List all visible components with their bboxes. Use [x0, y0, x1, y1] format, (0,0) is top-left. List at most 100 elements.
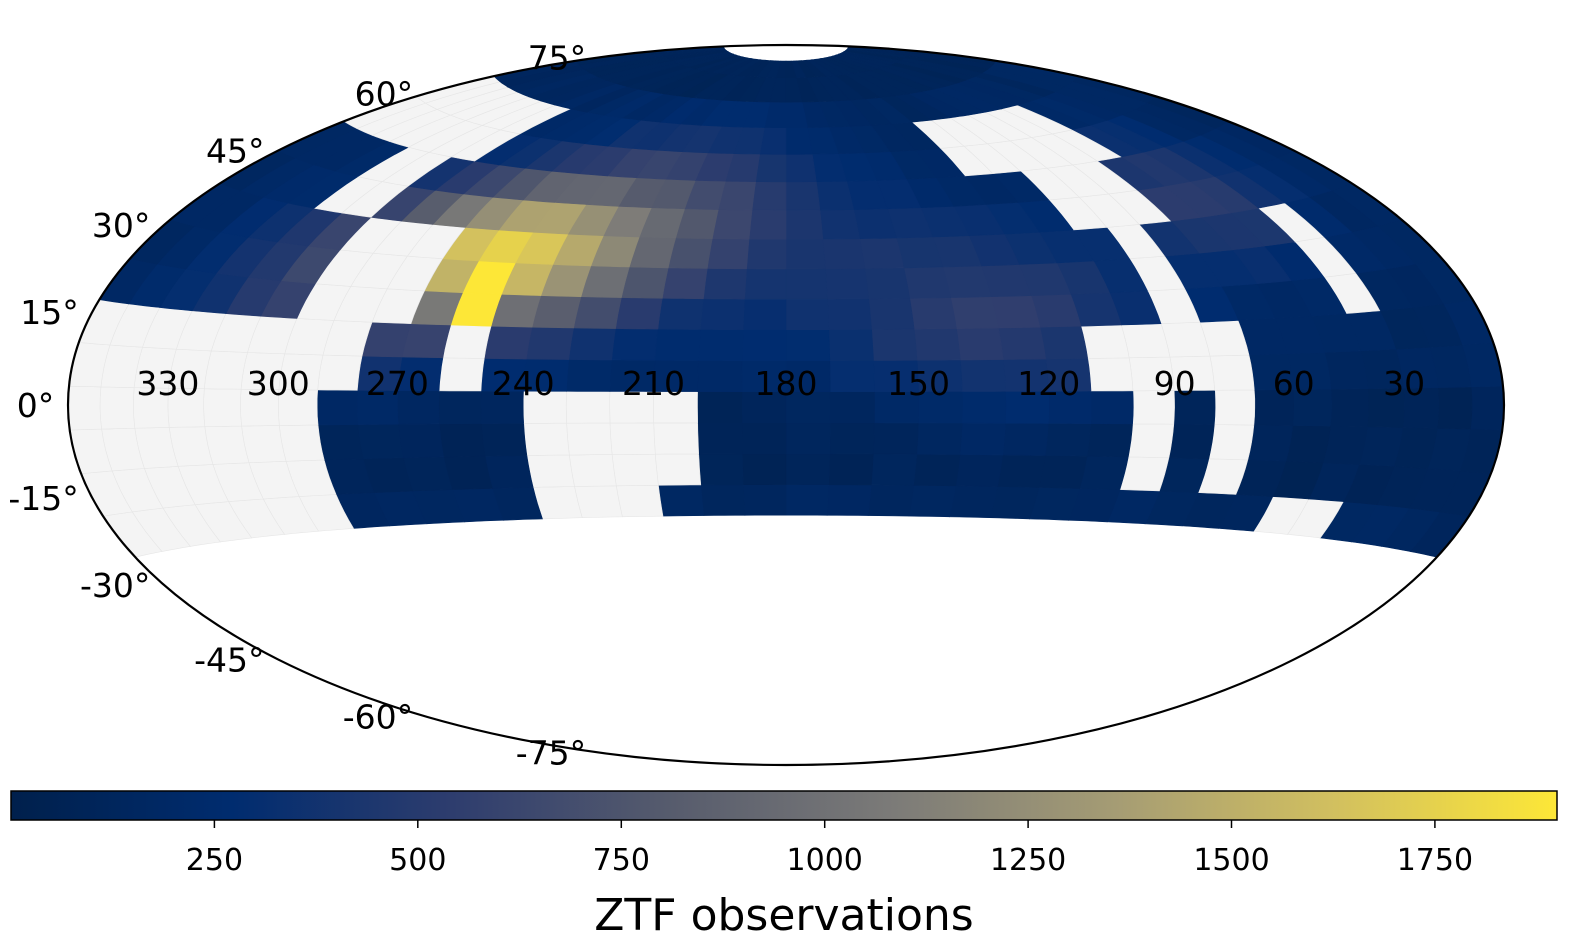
observed-cell	[697, 422, 743, 455]
longitude-tick-label: 180	[755, 364, 818, 403]
observed-cell	[1330, 388, 1369, 428]
observed-cell	[826, 484, 872, 516]
observed-cell	[611, 328, 659, 361]
observed-cell	[1002, 422, 1049, 456]
unobserved-cell	[99, 386, 136, 430]
latitude-tick-label: 15°	[20, 293, 79, 332]
latitude-tick-label: -60°	[343, 698, 413, 737]
observed-cell	[711, 209, 753, 240]
unobserved-cell	[1087, 357, 1134, 392]
latitude-tick-label: 30°	[92, 206, 151, 245]
unobserved-cell	[438, 357, 485, 392]
observed-cell	[484, 455, 534, 489]
observed-cell	[955, 454, 1004, 487]
observed-cell	[657, 297, 704, 330]
observed-cell	[864, 267, 911, 300]
latitude-tick-label: -75°	[516, 734, 586, 773]
observed-cell	[872, 422, 919, 455]
unobserved-cell	[241, 425, 287, 464]
observed-cell	[438, 390, 482, 425]
unobserved-cell	[523, 422, 570, 456]
unobserved-cell	[203, 388, 242, 428]
observed-cell	[742, 298, 787, 331]
unobserved-cell	[609, 422, 656, 455]
observed-cell	[819, 209, 861, 240]
observed-cell	[480, 423, 528, 457]
observed-cell	[525, 326, 574, 360]
observed-cell	[828, 453, 874, 486]
map-outline	[66, 43, 1506, 767]
observed-cell	[827, 298, 872, 331]
longitude-tick-label: 210	[622, 364, 685, 403]
colorbar-tick-label: 1500	[1193, 843, 1269, 878]
observed-cell	[316, 389, 359, 426]
colorbar-tick-label: 750	[593, 843, 650, 878]
observed-cell	[439, 423, 486, 458]
latitude-tick-label: 45°	[206, 132, 265, 171]
observed-cell	[785, 153, 817, 183]
observed-cell	[741, 453, 787, 486]
observed-cell	[961, 390, 1007, 424]
observed-cell	[621, 266, 669, 299]
latitude-tick-label: 0°	[17, 386, 55, 425]
longitude-tick-label: 240	[492, 364, 555, 403]
observed-cell	[997, 454, 1046, 488]
observed-cell	[1086, 423, 1133, 458]
observed-cell	[867, 484, 914, 517]
unobserved-cell	[1213, 389, 1256, 426]
observed-cell	[868, 297, 915, 330]
observed-cell	[748, 209, 787, 240]
observed-cell	[949, 485, 998, 519]
observed-cell	[1090, 390, 1134, 425]
observed-cell	[785, 209, 824, 240]
observed-cell	[859, 237, 905, 269]
observed-cell	[741, 422, 787, 455]
observed-cell	[829, 360, 875, 393]
colorbar-tick-label: 500	[389, 843, 446, 878]
observed-cell	[908, 484, 957, 518]
unobserved-cell	[317, 354, 363, 391]
colorbar-tick-label: 1000	[787, 843, 863, 878]
observed-cell	[317, 424, 364, 461]
unobserved-cell	[442, 324, 492, 359]
unobserved-cell	[615, 484, 664, 518]
observed-cell	[573, 296, 622, 329]
longitude-tick-label: 30	[1383, 364, 1425, 403]
observed-cell	[913, 453, 961, 487]
latitude-tick-label: 60°	[355, 74, 414, 113]
observed-cell	[822, 238, 866, 270]
observed-cell	[916, 422, 963, 455]
observed-cell	[751, 181, 787, 211]
observed-cell	[700, 484, 746, 516]
observed-cell	[959, 359, 1006, 392]
observed-cell	[1168, 423, 1215, 460]
unobserved-cell	[1209, 354, 1255, 391]
observed-cell	[785, 484, 829, 516]
colorbar-tick-label: 1250	[990, 843, 1066, 878]
observed-cell	[825, 268, 869, 300]
unobserved-cell	[574, 485, 623, 519]
unobserved-cell	[526, 454, 575, 488]
observed-cell	[697, 360, 743, 393]
observed-cell	[746, 238, 787, 270]
observed-cell	[568, 327, 616, 361]
observed-cell	[741, 329, 787, 361]
observed-cell	[697, 391, 743, 424]
observed-cell	[829, 422, 875, 455]
observed-cell	[785, 422, 831, 455]
unobserved-cell	[654, 453, 702, 486]
observed-cell	[909, 297, 957, 330]
unobserved-cell	[566, 422, 613, 456]
observed-cell	[703, 268, 747, 300]
observed-cell	[913, 328, 961, 361]
observed-cell	[700, 298, 745, 331]
colorbar-bar	[10, 790, 1558, 821]
observed-cell	[397, 423, 445, 459]
observed-cell	[1039, 325, 1089, 360]
longitude-tick-labels: 330 300 270 240 210 180 150 120 90 60 30	[136, 364, 1425, 403]
longitude-tick-label: 150	[887, 364, 950, 403]
longitude-tick-label: 330	[136, 364, 199, 403]
observed-cell	[443, 455, 493, 490]
observed-cell	[743, 484, 787, 516]
